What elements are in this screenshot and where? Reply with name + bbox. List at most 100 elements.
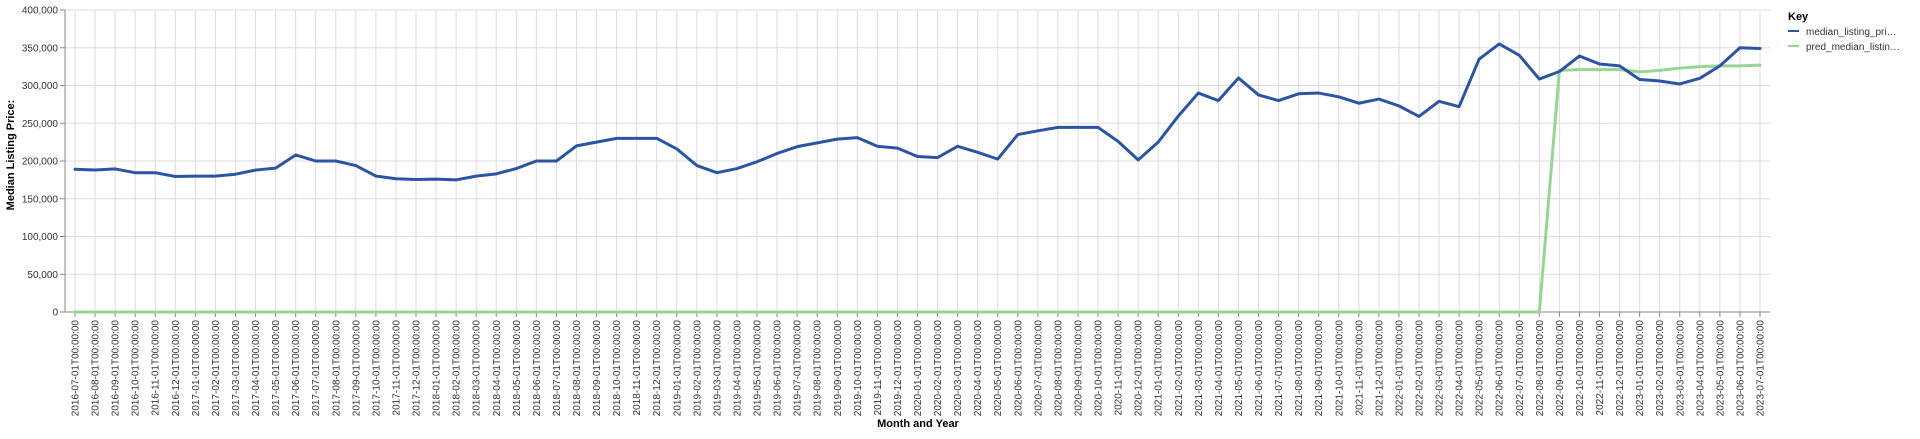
- x-tick-label: 2022-03-01T00:00:00: [1435, 320, 1446, 417]
- x-tick-label: 2018-07-01T00:00:00: [552, 320, 563, 417]
- x-tick-label: 2019-03-01T00:00:00: [712, 320, 723, 417]
- x-tick-label: 2016-07-01T00:00:00: [71, 320, 82, 417]
- x-tick-label: 2023-03-01T00:00:00: [1675, 320, 1686, 417]
- x-tick-label: 2018-06-01T00:00:00: [532, 320, 543, 417]
- x-tick-label: 2019-11-01T00:00:00: [873, 320, 884, 416]
- x-tick-label: 2023-06-01T00:00:00: [1735, 320, 1746, 417]
- x-tick-label: 2021-10-01T00:00:00: [1334, 320, 1345, 417]
- x-tick-label: 2022-06-01T00:00:00: [1495, 320, 1506, 417]
- x-tick-label: 2017-06-01T00:00:00: [291, 320, 302, 417]
- grid-layer: [65, 9, 1770, 313]
- y-tick-label: 0: [52, 308, 58, 319]
- x-tick-label: 2021-05-01T00:00:00: [1234, 320, 1245, 417]
- x-tick-label: 2017-09-01T00:00:00: [351, 320, 362, 417]
- x-tick-label: 2019-05-01T00:00:00: [753, 320, 764, 417]
- x-tick-label: 2017-01-01T00:00:00: [191, 320, 202, 417]
- x-tick-label: 2020-02-01T00:00:00: [933, 320, 944, 417]
- x-tick-label: 2021-02-01T00:00:00: [1174, 320, 1185, 417]
- x-tick-label: 2017-05-01T00:00:00: [271, 320, 282, 417]
- legend-title: Key: [1788, 11, 1809, 23]
- x-tick-label: 2020-01-01T00:00:00: [913, 320, 924, 417]
- x-tick-label: 2021-09-01T00:00:00: [1314, 320, 1325, 417]
- y-tick-label: 100,000: [22, 232, 59, 243]
- x-tick-label: 2019-02-01T00:00:00: [692, 320, 703, 417]
- x-tick-label: 2018-08-01T00:00:00: [572, 320, 583, 417]
- x-tick-label: 2021-04-01T00:00:00: [1214, 320, 1225, 417]
- legend: Key median_listing_pri… pred_median_list…: [1788, 11, 1900, 53]
- y-axis-title: Median Listing Price:: [5, 100, 17, 211]
- x-tick-label: 2019-04-01T00:00:00: [732, 320, 743, 417]
- x-tick-label: 2020-03-01T00:00:00: [953, 320, 964, 417]
- x-tick-label: 2023-04-01T00:00:00: [1695, 320, 1706, 417]
- x-tick-label: 2017-07-01T00:00:00: [311, 320, 322, 417]
- x-tick-label: 2019-10-01T00:00:00: [853, 320, 864, 417]
- y-tick-label: 150,000: [22, 194, 59, 205]
- x-tick-label: 2020-08-01T00:00:00: [1053, 320, 1064, 417]
- x-tick-label: 2020-12-01T00:00:00: [1134, 320, 1145, 417]
- x-tick-label: 2022-09-01T00:00:00: [1555, 320, 1566, 417]
- x-tick-label: 2018-01-01T00:00:00: [432, 320, 443, 417]
- x-tick-label: 2021-01-01T00:00:00: [1154, 320, 1165, 417]
- x-tick-label: 2018-04-01T00:00:00: [492, 320, 503, 417]
- x-tick-label: 2023-07-01T00:00:00: [1756, 320, 1767, 417]
- y-tick-label: 300,000: [22, 81, 59, 92]
- x-tick-label: 2023-01-01T00:00:00: [1635, 320, 1646, 417]
- x-tick-label: 2018-12-01T00:00:00: [652, 320, 663, 417]
- x-tick-label: 2017-11-01T00:00:00: [391, 320, 402, 416]
- x-tick-label: 2018-09-01T00:00:00: [592, 320, 603, 417]
- x-tick-label: 2020-11-01T00:00:00: [1114, 320, 1125, 416]
- series-line-median-listing-price: [73, 42, 1762, 182]
- y-tick-label: 50,000: [27, 270, 58, 281]
- legend-label-median: median_listing_pri…: [1806, 27, 1897, 38]
- axis-layer: 0 50,000 100,000 150,000 200,000 250,000 300,0…: [22, 6, 1770, 417]
- x-tick-label: 2018-02-01T00:00:00: [452, 320, 463, 417]
- x-tick-label: 2016-12-01T00:00:00: [171, 320, 182, 417]
- x-tick-label: 2019-06-01T00:00:00: [773, 320, 784, 417]
- x-tick-label: 2022-05-01T00:00:00: [1475, 320, 1486, 417]
- x-tick-label: 2018-11-01T00:00:00: [632, 320, 643, 416]
- x-tick-label: 2022-04-01T00:00:00: [1455, 320, 1466, 417]
- x-tick-label: 2019-07-01T00:00:00: [793, 320, 804, 417]
- x-tick-label: 2016-11-01T00:00:00: [151, 320, 162, 416]
- x-tick-label: 2017-02-01T00:00:00: [211, 320, 222, 417]
- x-tick-label: 2020-06-01T00:00:00: [1013, 320, 1024, 417]
- x-tick-label: 2022-12-01T00:00:00: [1615, 320, 1626, 417]
- series-line-pred-median-listing-price: [73, 63, 1762, 314]
- x-tick-label: 2016-10-01T00:00:00: [131, 320, 142, 417]
- x-tick-label: 2023-05-01T00:00:00: [1715, 320, 1726, 417]
- y-tick-label: 200,000: [22, 157, 59, 168]
- x-tick-label: 2017-04-01T00:00:00: [251, 320, 262, 417]
- y-tick-label: 400,000: [22, 6, 59, 17]
- x-tick-label: 2022-07-01T00:00:00: [1515, 320, 1526, 417]
- x-tick-label: 2016-09-01T00:00:00: [111, 320, 122, 417]
- legend-label-pred: pred_median_listin…: [1806, 42, 1900, 53]
- x-tick-label: 2022-10-01T00:00:00: [1575, 320, 1586, 417]
- x-tick-label: 2021-11-01T00:00:00: [1354, 320, 1365, 416]
- x-tick-label: 2017-03-01T00:00:00: [231, 320, 242, 417]
- x-tick-label: 2019-01-01T00:00:00: [672, 320, 683, 417]
- x-tick-label: 2022-08-01T00:00:00: [1535, 320, 1546, 417]
- x-tick-label: 2016-08-01T00:00:00: [91, 320, 102, 417]
- x-tick-label: 2018-05-01T00:00:00: [512, 320, 523, 417]
- x-tick-label: 2017-08-01T00:00:00: [331, 320, 342, 417]
- x-tick-label: 2019-08-01T00:00:00: [813, 320, 824, 417]
- x-tick-label: 2022-02-01T00:00:00: [1414, 320, 1425, 417]
- x-tick-label: 2017-12-01T00:00:00: [412, 320, 423, 417]
- x-tick-label: 2021-12-01T00:00:00: [1374, 320, 1385, 417]
- x-tick-label: 2019-12-01T00:00:00: [893, 320, 904, 417]
- y-tick-label: 250,000: [22, 119, 59, 130]
- x-tick-label: 2020-05-01T00:00:00: [993, 320, 1004, 417]
- x-tick-label: 2023-02-01T00:00:00: [1655, 320, 1666, 417]
- x-tick-label: 2022-11-01T00:00:00: [1595, 320, 1606, 416]
- x-tick-label: 2020-09-01T00:00:00: [1073, 320, 1084, 417]
- x-tick-label: 2021-06-01T00:00:00: [1254, 320, 1265, 417]
- x-tick-label: 2020-07-01T00:00:00: [1033, 320, 1044, 417]
- x-tick-label: 2017-10-01T00:00:00: [371, 320, 382, 417]
- x-tick-label: 2020-10-01T00:00:00: [1094, 320, 1105, 417]
- x-tick-label: 2020-04-01T00:00:00: [973, 320, 984, 417]
- y-tick-label: 350,000: [22, 43, 59, 54]
- x-tick-label: 2021-07-01T00:00:00: [1274, 320, 1285, 417]
- x-tick-label: 2019-09-01T00:00:00: [833, 320, 844, 417]
